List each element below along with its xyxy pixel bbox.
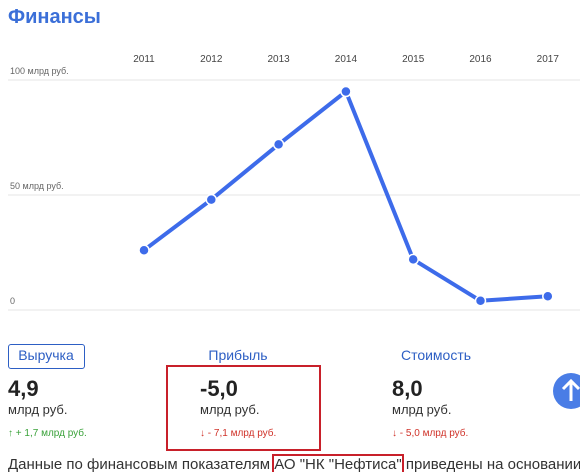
metric-change: ↓ - 7,1 млрд руб. <box>200 428 277 439</box>
y-tick-label: 0 <box>10 296 15 306</box>
text: Данные по финансовым показателям <box>8 456 275 472</box>
x-tick-label: 2013 <box>267 54 290 65</box>
data-point <box>138 244 150 256</box>
data-point <box>474 295 487 307</box>
footer-text: Данные по финансовым показателям АО "НК … <box>8 454 580 472</box>
y-tick-label: 100 млрд руб. <box>10 66 69 76</box>
metric-value: -5,0 <box>200 376 238 401</box>
tab[interactable]: Выручка <box>18 347 74 363</box>
metric-value: 8,0 <box>392 376 423 401</box>
x-tick-label: 2015 <box>402 54 425 65</box>
x-tick-label: 2014 <box>335 54 358 65</box>
tab[interactable]: Стоимость <box>400 347 472 363</box>
highlight-box <box>166 365 321 451</box>
metric-value: 4,9 <box>8 376 39 401</box>
y-tick-label: 50 млрд руб. <box>10 181 64 191</box>
x-tick-label: 2012 <box>200 54 223 65</box>
line <box>142 89 550 303</box>
data-point <box>272 138 285 151</box>
text: приведены на основании <box>401 456 580 472</box>
metric-unit: млрд руб. <box>392 402 452 417</box>
scroll-top-button[interactable] <box>552 372 580 412</box>
x-tick-label: 2011 <box>133 54 155 65</box>
button-bg <box>553 373 580 409</box>
metric-unit: млрд руб. <box>200 402 260 417</box>
data-point <box>205 193 218 206</box>
metric-change: ↓ - 5,0 млрд руб. <box>392 428 469 439</box>
metric-unit: млрд руб. <box>8 402 68 417</box>
highlighted-name: АО "НК "Нефтиса" <box>272 454 404 472</box>
section-title: Финансы <box>8 6 101 28</box>
data-point <box>340 85 352 98</box>
data-point <box>542 290 554 302</box>
data-point <box>407 253 419 266</box>
arrow-icon <box>561 378 580 401</box>
chart: 0 50 млрд руб. 100 млрд руб. 2011 2012 2013 20… <box>8 54 580 311</box>
tab[interactable]: Прибыль <box>208 347 268 363</box>
metric-change: ↑ + 1,7 млрд руб. <box>8 428 87 439</box>
x-tick-label: 2017 <box>537 54 560 65</box>
tab-outline <box>8 344 85 369</box>
x-tick-label: 2016 <box>469 54 492 65</box>
